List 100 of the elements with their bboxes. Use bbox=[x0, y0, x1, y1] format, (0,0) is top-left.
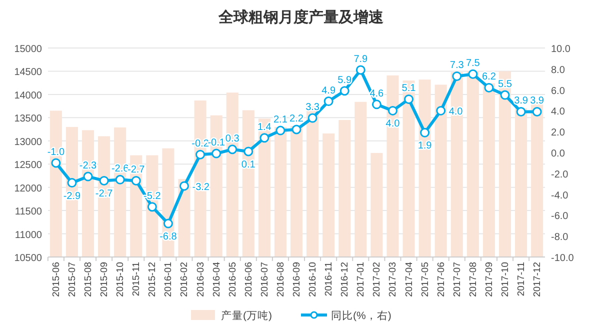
data-label: 2.2 bbox=[290, 114, 304, 125]
y2-tick-label: -10.0 bbox=[551, 253, 574, 264]
data-label: -1.0 bbox=[47, 146, 65, 158]
data-label: 5.9 bbox=[338, 74, 352, 86]
data-label: 4.9 bbox=[322, 85, 336, 96]
point bbox=[163, 218, 173, 228]
x-tick-label: 2015-06 bbox=[50, 262, 62, 297]
point bbox=[131, 176, 141, 186]
data-label: 5.1 bbox=[402, 83, 416, 94]
data-label: 4.0 bbox=[386, 118, 400, 130]
x-tick-label: 2015-07 bbox=[66, 262, 78, 297]
point bbox=[244, 146, 254, 156]
point bbox=[292, 124, 302, 134]
point bbox=[276, 126, 286, 136]
x-tick-label: 2017-04 bbox=[404, 262, 415, 297]
data-label: -2.9 bbox=[63, 190, 82, 202]
x-tick-label: 2016-01 bbox=[163, 262, 174, 297]
point bbox=[179, 181, 189, 191]
legend-label: 产量(万吨) bbox=[221, 309, 272, 322]
x-tick-label: 2016-05 bbox=[227, 262, 238, 297]
point bbox=[228, 144, 238, 154]
data-label: 6.2 bbox=[482, 72, 496, 83]
data-label: 7.9 bbox=[354, 54, 368, 65]
data-label: 0.3 bbox=[225, 133, 240, 144]
x-tick-label: 2016-11 bbox=[324, 262, 335, 296]
y2-tick-label: -4.0 bbox=[551, 190, 569, 202]
x-tick-label: 2016-06 bbox=[243, 262, 254, 297]
data-label: -2.3 bbox=[79, 160, 98, 172]
y2-tick-label: -6.0 bbox=[551, 211, 569, 222]
y-tick-label: 10500 bbox=[14, 253, 42, 264]
data-label: -2.7 bbox=[95, 188, 114, 200]
x-tick-label: 2017-02 bbox=[372, 262, 383, 297]
y-tick-label: 11500 bbox=[14, 206, 42, 218]
x-tick-label: 2017-05 bbox=[420, 262, 431, 297]
data-label: 4.0 bbox=[448, 106, 464, 118]
point bbox=[196, 150, 206, 160]
data-label: -2.7 bbox=[128, 164, 146, 176]
x-tick-label: 2017-07 bbox=[452, 262, 463, 297]
chart-title: 全球粗钢月度产量及增速 bbox=[218, 8, 384, 26]
y2-tick-label: -8.0 bbox=[551, 232, 569, 244]
point bbox=[308, 113, 318, 123]
x-tick-label: 2017-12 bbox=[532, 262, 544, 297]
point bbox=[115, 174, 125, 184]
x-tick-label: 2017-06 bbox=[436, 262, 447, 297]
y-tick-label: 13500 bbox=[14, 114, 42, 125]
point bbox=[83, 172, 93, 182]
x-tick-label: 2015-10 bbox=[115, 262, 126, 297]
data-label: -0.1 bbox=[208, 138, 226, 149]
x-tick-label: 2016-09 bbox=[292, 262, 302, 297]
point bbox=[468, 69, 478, 79]
point bbox=[147, 202, 157, 212]
y2-tick-label: 8.0 bbox=[551, 64, 566, 76]
point bbox=[67, 178, 77, 188]
point bbox=[388, 106, 398, 116]
y2-tick-label: 2.0 bbox=[551, 128, 566, 139]
x-tick-label: 2016-03 bbox=[195, 262, 206, 297]
point bbox=[404, 94, 414, 104]
y-tick-label: 11000 bbox=[14, 230, 42, 241]
point bbox=[484, 82, 494, 92]
x-tick-label: 2017-10 bbox=[500, 262, 511, 297]
point bbox=[212, 148, 222, 158]
x-tick-label: 2016-07 bbox=[259, 262, 270, 297]
x-tick-label: 2017-03 bbox=[388, 262, 399, 297]
x-tick-label: 2015-09 bbox=[99, 262, 110, 297]
data-label: 2.1 bbox=[274, 114, 288, 126]
x-tick-label: 2015-11 bbox=[131, 262, 142, 296]
point bbox=[420, 128, 430, 138]
x-tick-label: 2017-09 bbox=[484, 262, 495, 297]
data-label: 7.5 bbox=[466, 58, 480, 70]
x-tick-label: 2016-12 bbox=[340, 262, 351, 297]
x-tick-label: 2017-01 bbox=[356, 262, 367, 297]
point bbox=[452, 71, 462, 81]
point bbox=[324, 96, 334, 106]
y-tick-label: 14000 bbox=[14, 90, 42, 102]
y-tick-label: 15000 bbox=[14, 44, 42, 55]
y2-tick-label: 4.0 bbox=[551, 106, 566, 118]
data-label: -3.2 bbox=[192, 182, 210, 193]
data-label: 3.9 bbox=[514, 96, 528, 107]
point bbox=[99, 176, 109, 186]
point bbox=[340, 86, 350, 96]
y-tick-label: 14500 bbox=[14, 67, 42, 78]
y2-tick-label: 6.0 bbox=[551, 86, 566, 97]
x-tick-label: 2015-12 bbox=[147, 262, 158, 297]
legend-label: 同比(%，右) bbox=[331, 309, 392, 322]
y2-tick-label: -2.0 bbox=[551, 169, 569, 180]
data-label: 3.3 bbox=[306, 102, 320, 114]
point bbox=[436, 106, 446, 116]
point bbox=[372, 100, 382, 110]
point bbox=[532, 106, 542, 116]
data-label: 1.4 bbox=[257, 122, 272, 133]
y-tick-label: 12500 bbox=[14, 160, 42, 172]
x-tick-label: 2017-11 bbox=[516, 262, 528, 296]
point bbox=[516, 106, 526, 116]
data-label: -6.8 bbox=[160, 232, 178, 243]
y2-tick-label: 10.0 bbox=[551, 44, 571, 55]
data-label: 1.9 bbox=[418, 140, 432, 152]
y2-tick-label: 0.0 bbox=[551, 148, 566, 160]
data-label: 3.9 bbox=[530, 96, 544, 107]
point bbox=[500, 90, 510, 100]
x-tick-label: 2016-10 bbox=[308, 262, 319, 297]
